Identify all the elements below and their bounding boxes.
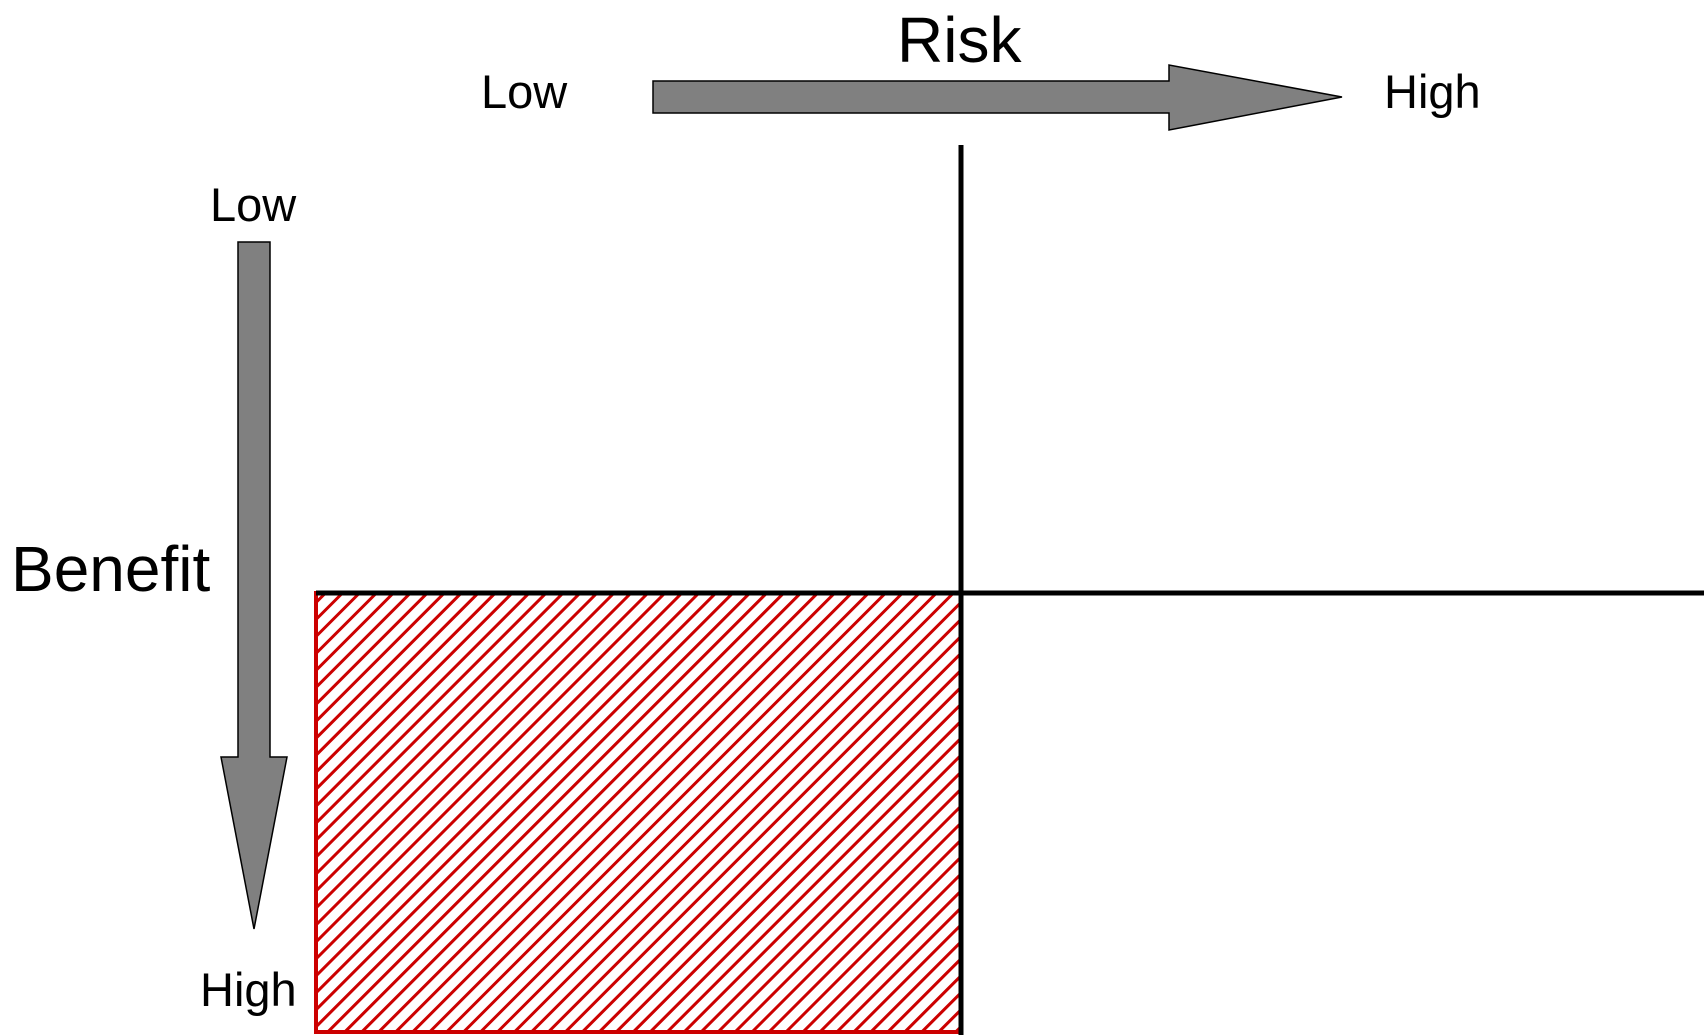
risk-axis-title: Risk [897, 4, 1022, 76]
benefit-axis-arrow [220, 241, 288, 930]
benefit-high-label: High [200, 963, 297, 1016]
risk-axis-arrow [652, 64, 1343, 131]
benefit-low-label: Low [210, 178, 297, 231]
benefit-axis-title: Benefit [11, 533, 211, 605]
risk-low-label: Low [481, 65, 568, 118]
highlighted-quadrant [314, 591, 963, 1034]
risk-high-label: High [1384, 65, 1481, 118]
